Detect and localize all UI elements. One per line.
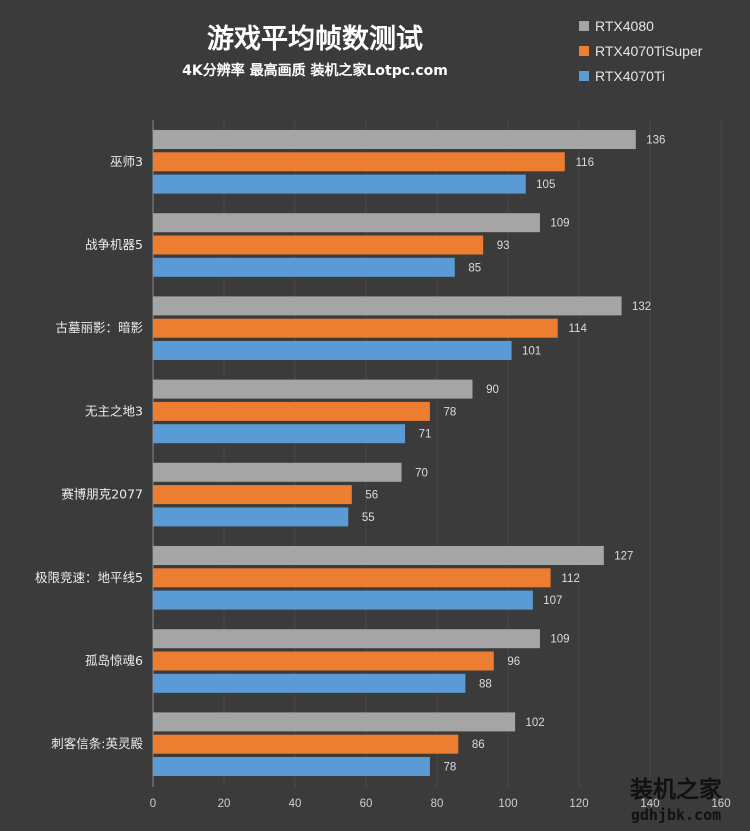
x-tick-label: 60 [360, 798, 373, 810]
bars: 136 116 105 109 93 85 132 114 101 90 78 71 70 56 55 127… [153, 130, 665, 776]
data-label: 71 [419, 429, 432, 441]
bar [153, 424, 406, 444]
x-tick-label: 40 [289, 798, 302, 810]
bar [153, 651, 494, 671]
bar [153, 341, 512, 360]
legend-label: RTX4080 [595, 18, 654, 34]
data-label: 55 [362, 512, 375, 524]
bar [153, 296, 622, 316]
data-label: 109 [550, 634, 569, 646]
data-label: 93 [497, 240, 510, 252]
bar [153, 401, 430, 421]
data-label: 107 [543, 595, 562, 607]
bar [153, 257, 455, 277]
watermark: 装机之家 gdhjbk.com [630, 776, 722, 824]
bar [153, 568, 551, 588]
chart-title: 游戏平均帧数测试 [207, 24, 423, 55]
watermark-main: 装机之家 [630, 776, 722, 803]
data-label: 136 [646, 135, 665, 147]
chart-subtitle: 4K分辨率 最高画质 装机之家Lotpc.com [182, 62, 448, 79]
bar [153, 507, 349, 527]
category-label: 战争机器5 [85, 237, 143, 252]
bar [153, 546, 604, 565]
data-label: 132 [632, 301, 651, 313]
bar [153, 379, 473, 399]
bar [153, 462, 402, 482]
bar [153, 734, 459, 754]
data-label: 78 [444, 762, 457, 774]
data-label: 114 [569, 323, 588, 335]
data-label: 56 [365, 490, 378, 502]
category-label: 极限竞速：地平线5 [35, 570, 143, 585]
bar [153, 629, 540, 649]
data-label: 127 [614, 551, 633, 563]
bar [153, 590, 533, 610]
watermark-sub: gdhjbk.com [631, 806, 721, 824]
data-label: 102 [526, 717, 545, 729]
legend-swatch [579, 21, 589, 31]
legend-swatch [579, 46, 589, 56]
data-label: 78 [444, 406, 457, 418]
data-label: 116 [576, 157, 594, 169]
data-label: 105 [536, 179, 555, 191]
legend-label: RTX4070Ti [595, 68, 665, 84]
category-label: 巫师3 [110, 154, 143, 169]
legend-label: RTX4070TiSuper [595, 43, 703, 59]
x-tick-label: 160 [711, 798, 730, 810]
x-tick-label: 20 [218, 798, 231, 810]
x-tick-label: 0 [150, 798, 156, 810]
bar [153, 130, 636, 149]
data-label: 86 [472, 739, 485, 751]
x-tick-label: 80 [431, 798, 444, 810]
x-tick-label: 100 [498, 798, 517, 810]
category-label: 古墓丽影：暗影 [55, 320, 143, 335]
x-tick-label: 120 [569, 798, 588, 810]
bar [153, 673, 466, 693]
data-label: 85 [468, 262, 481, 274]
category-label: 无主之地3 [85, 403, 143, 418]
data-label: 109 [550, 218, 569, 230]
bar [153, 152, 565, 172]
data-label: 70 [415, 467, 428, 479]
bar [153, 318, 558, 338]
data-label: 96 [507, 656, 520, 668]
legend-swatch [579, 71, 589, 81]
x-axis: 0 20 40 60 80 100 120 140 160 [150, 798, 731, 810]
data-label: 112 [561, 573, 579, 585]
bar [153, 712, 516, 732]
bar [153, 235, 484, 255]
bar [153, 174, 526, 194]
category-label: 赛博朋克2077 [61, 487, 143, 502]
category-label: 刺客信条:英灵殿 [51, 736, 143, 751]
legend: RTX4080 RTX4070TiSuper RTX4070Ti [579, 18, 703, 84]
x-tick-label: 140 [640, 798, 659, 810]
data-label: 88 [479, 678, 492, 690]
category-label: 孤岛惊魂6 [85, 653, 143, 668]
bar [153, 485, 352, 505]
bar [153, 757, 430, 776]
data-label: 101 [522, 346, 541, 358]
data-label: 90 [486, 384, 499, 396]
bar [153, 213, 540, 233]
